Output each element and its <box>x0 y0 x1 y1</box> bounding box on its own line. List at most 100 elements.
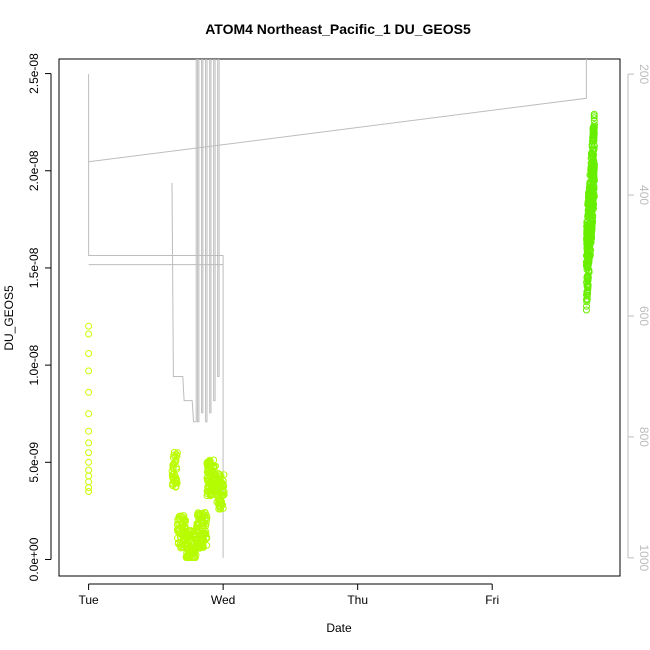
data-point <box>584 277 592 285</box>
data-point <box>588 141 596 149</box>
data-point <box>585 268 593 276</box>
data-point <box>85 484 93 492</box>
data-point <box>588 193 596 201</box>
data-point <box>85 472 93 480</box>
data-point <box>177 534 185 541</box>
y-axis-label: DU_GEOS5 <box>2 285 16 351</box>
data-point <box>584 286 592 294</box>
axes-layer: 0.0e+00 5.0e-09 1.0e-08 1.5e-08 2.0e-08 2.5e-… <box>27 53 650 607</box>
data-point <box>210 477 218 485</box>
data-point <box>178 520 186 528</box>
x-tick-label: Tue <box>78 593 99 607</box>
data-point <box>172 458 180 466</box>
data-point <box>213 488 221 495</box>
data-point <box>220 471 228 479</box>
pressure-line <box>209 59 212 414</box>
pressure-line <box>201 59 204 414</box>
data-point <box>179 523 187 531</box>
x-axis-label: Date <box>326 621 352 635</box>
data-point <box>201 530 209 538</box>
data-point <box>207 460 215 468</box>
data-point <box>587 210 595 218</box>
data-point <box>203 468 211 476</box>
data-point <box>588 150 596 158</box>
data-point <box>204 465 212 472</box>
data-point <box>170 451 178 459</box>
data-point <box>590 171 597 179</box>
data-point <box>85 488 93 495</box>
data-point <box>193 543 201 551</box>
data-point <box>584 283 591 291</box>
data-point <box>589 154 597 162</box>
data-point <box>590 130 598 138</box>
data-point <box>214 479 222 487</box>
y-tick-label: 0.0e+00 <box>27 537 41 581</box>
series-layer <box>85 59 598 561</box>
data-point <box>589 203 597 211</box>
data-point <box>589 218 597 225</box>
data-point <box>586 227 594 235</box>
y2-tick-label: 200 <box>637 64 650 84</box>
pressure-line <box>213 59 216 402</box>
data-point <box>590 117 598 125</box>
data-point <box>170 448 178 456</box>
data-point <box>590 166 598 174</box>
data-point <box>216 475 224 483</box>
data-point <box>196 510 204 518</box>
data-point <box>584 255 592 263</box>
data-point <box>85 439 93 447</box>
data-point <box>204 483 212 491</box>
data-point <box>588 137 596 145</box>
y2-tick-label: 400 <box>637 185 650 205</box>
data-point <box>173 449 181 457</box>
data-point <box>185 552 192 560</box>
data-point <box>584 210 592 218</box>
pressure-line <box>205 59 208 423</box>
data-point <box>85 322 93 330</box>
data-point <box>171 452 179 460</box>
y2-tick-label: 600 <box>637 306 650 326</box>
data-point <box>589 145 597 153</box>
pressure-line <box>217 59 220 377</box>
data-point <box>198 518 206 526</box>
data-point <box>193 523 200 531</box>
x-tick-label: Thu <box>347 593 368 607</box>
data-point <box>85 458 93 466</box>
data-point <box>583 281 591 288</box>
chart-title: ATOM4 Northeast_Pacific_1 DU_GEOS5 <box>205 21 471 37</box>
data-point <box>172 483 180 491</box>
data-point <box>588 183 596 191</box>
data-point <box>195 543 203 551</box>
data-point <box>583 260 591 268</box>
data-point <box>85 449 93 457</box>
y2-tick-label: 1000 <box>637 545 650 572</box>
x-tick-label: Wed <box>211 593 235 607</box>
data-point <box>85 478 93 486</box>
data-point <box>186 548 194 556</box>
data-point <box>85 427 93 435</box>
pressure-line <box>171 59 197 423</box>
y-tick-label: 2.5e-08 <box>27 53 41 94</box>
data-point <box>174 516 182 524</box>
data-point <box>584 264 592 272</box>
data-point <box>586 171 594 179</box>
data-point <box>588 228 596 236</box>
data-point <box>85 330 93 338</box>
y-tick-label: 5.0e-09 <box>27 442 41 483</box>
y-tick-label: 1.0e-08 <box>27 344 41 385</box>
data-point <box>206 475 214 483</box>
data-point <box>197 534 205 542</box>
data-point <box>176 529 184 537</box>
data-point <box>177 543 185 551</box>
pressure-line <box>88 74 224 558</box>
data-point <box>203 460 211 467</box>
x-tick-label: Fri <box>485 593 499 607</box>
plot-frame <box>58 58 621 577</box>
data-point <box>206 492 214 500</box>
data-point <box>85 350 93 357</box>
data-point <box>590 162 598 170</box>
data-point <box>583 239 591 246</box>
data-point <box>183 535 191 543</box>
data-point <box>85 410 93 418</box>
